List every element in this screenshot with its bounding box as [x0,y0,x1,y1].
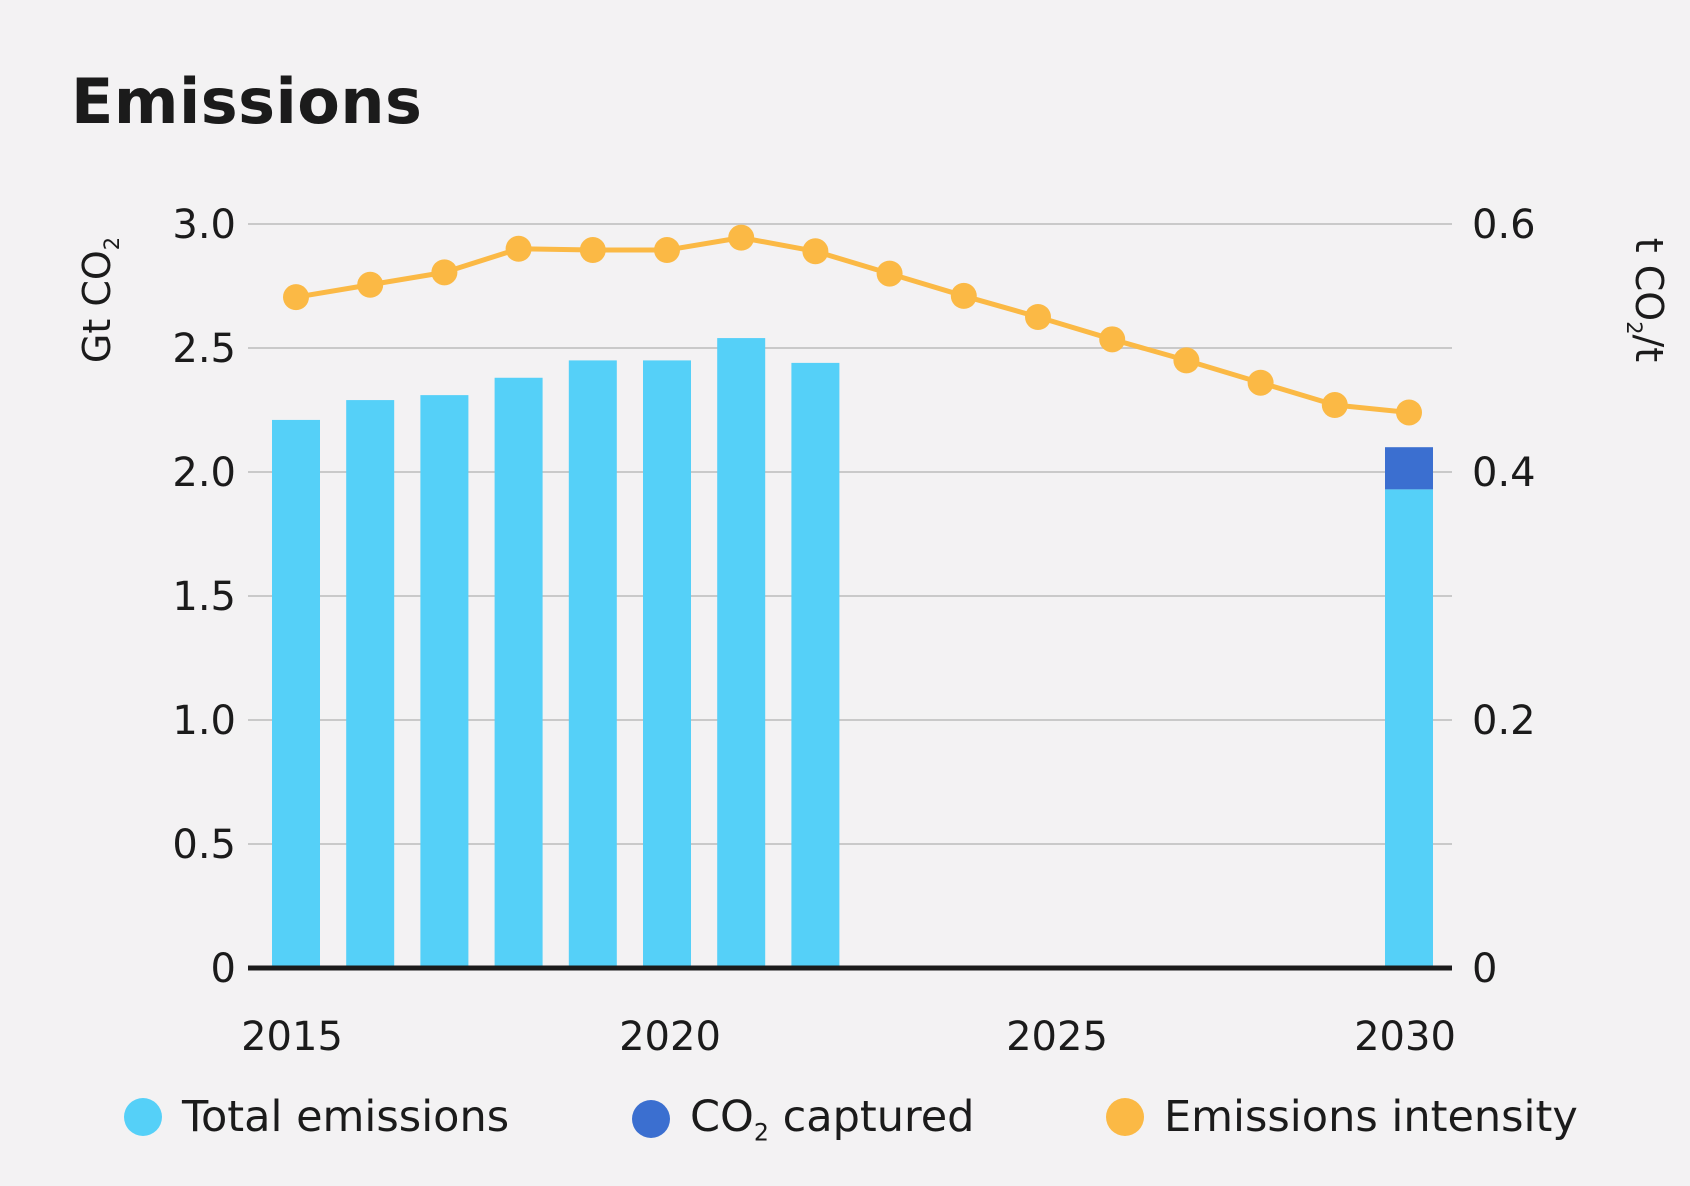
chart-legend: Total emissions CO2 captured Emissions i… [0,1092,1690,1162]
x-tick-label: 2025 [1006,1014,1108,1060]
bar-total-emissions [717,338,766,969]
bar-total-emissions [1385,489,1433,968]
point-emissions-intensity [1321,392,1348,419]
y-axis-title: Gt CO2 [75,237,124,363]
point-emissions-intensity [950,282,977,309]
line-emissions-intensity [295,235,1410,415]
point-emissions-intensity [1173,347,1200,374]
legend-swatch-co2-captured [632,1100,670,1139]
legend-label-total-emissions: Total emissions [182,1092,510,1142]
x-tick-label: 2030 [1354,1014,1456,1060]
legend-label-emissions-intensity: Emissions intensity [1164,1092,1578,1142]
bar-total-emissions [568,360,617,968]
x-tick-label: 2015 [241,1014,343,1060]
point-emissions-intensity [654,237,680,264]
y2-tick-label: 0.4 [1472,450,1536,496]
point-emissions-intensity [505,235,532,262]
point-emissions-intensity [357,271,384,298]
legend-label-co2-captured: CO2 captured [690,1092,975,1147]
chart-title: Emissions [71,65,423,138]
point-emissions-intensity [802,238,829,265]
y-tick-label: 1.5 [172,574,236,620]
y-tick-label: 3.0 [172,202,236,248]
bar-total-emissions [346,400,395,969]
y2-axis-title: t CO2/t [1622,238,1671,362]
point-emissions-intensity [1247,369,1274,396]
point-emissions-intensity [431,259,458,286]
bar-co2-captured [1385,447,1433,490]
legend-swatch-emissions-intensity [1106,1098,1144,1136]
point-emissions-intensity [1025,304,1051,330]
y-tick-label: 0.5 [172,822,236,868]
point-emissions-intensity [1099,326,1126,353]
legend-item-emissions-intensity: Emissions intensity [1106,1092,1578,1142]
y-tick-label: 0 [211,946,236,992]
y-tick-label: 2.5 [172,326,236,372]
bar-total-emissions [272,419,320,968]
legend-swatch-total-emissions [124,1098,162,1136]
point-emissions-intensity [876,260,903,287]
point-emissions-intensity [283,284,309,311]
bar-total-emissions [494,377,543,968]
y2-tick-label: 0.6 [1472,202,1536,248]
point-emissions-intensity [1396,399,1422,426]
y2-tick-label: 0 [1472,946,1497,992]
x-tick-label: 2020 [619,1014,721,1060]
y2-tick-label: 0.2 [1472,698,1536,744]
legend-item-total-emissions: Total emissions [124,1092,509,1142]
bar-total-emissions [643,360,691,968]
y-tick-label: 2.0 [172,450,236,496]
y-tick-label: 1.0 [172,698,236,744]
point-emissions-intensity [728,224,755,251]
point-emissions-intensity [579,237,606,264]
bar-total-emissions [420,395,469,968]
legend-item-co2-captured: CO2 captured [632,1092,974,1147]
bar-total-emissions [791,362,840,968]
